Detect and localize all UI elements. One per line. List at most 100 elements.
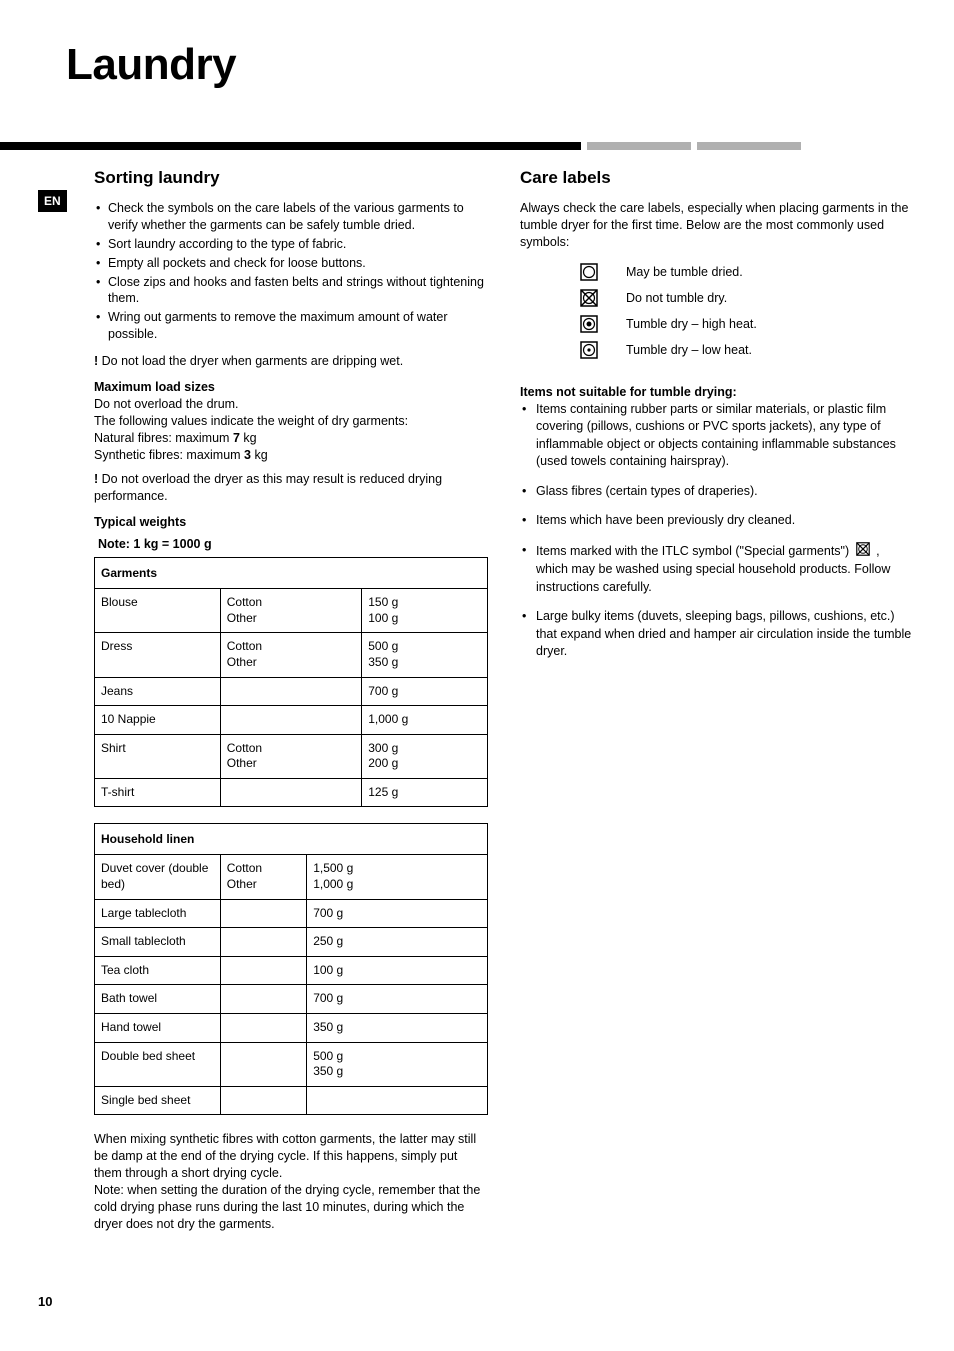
cell <box>220 928 306 957</box>
header-rule <box>0 142 954 150</box>
cell: Double bed sheet <box>95 1042 221 1086</box>
cell: Cotton Other <box>220 633 361 677</box>
tumble-dry-icon <box>580 263 598 281</box>
cell <box>220 985 306 1014</box>
symbol-row-high-heat: Tumble dry – high heat. <box>520 315 914 333</box>
table-header: Garments <box>95 558 488 589</box>
cell <box>307 1086 488 1115</box>
table-row: Jeans 700 g <box>95 677 488 706</box>
cell: Bath towel <box>95 985 221 1014</box>
list-item: Items containing rubber parts or similar… <box>520 401 914 471</box>
table-header: Household linen <box>95 824 488 855</box>
text: Natural fibres: maximum <box>94 431 233 445</box>
cell: 250 g <box>307 928 488 957</box>
table-row: Bath towel 700 g <box>95 985 488 1014</box>
warning-note: Do not overload the dryer as this may re… <box>94 471 488 505</box>
list-item: Sort laundry according to the type of fa… <box>94 236 488 253</box>
cell: T-shirt <box>95 778 221 807</box>
table-row: Duvet cover (double bed)Cotton Other1,50… <box>95 855 488 899</box>
table-row: 10 Nappie 1,000 g <box>95 706 488 735</box>
left-column: Sorting laundry Check the symbols on the… <box>94 168 488 1233</box>
cell <box>220 1042 306 1086</box>
sorting-heading: Sorting laundry <box>94 168 488 188</box>
table-row: Hand towel 350 g <box>95 1014 488 1043</box>
text: 3 <box>244 448 251 462</box>
table-row: Double bed sheet 500 g 350 g <box>95 1042 488 1086</box>
symbol-row-low-heat: Tumble dry – low heat. <box>520 341 914 359</box>
page-title: Laundry <box>0 0 954 90</box>
list-item: Glass fibres (certain types of draperies… <box>520 483 914 501</box>
table-row: Small tablecloth 250 g <box>95 928 488 957</box>
list-item: Check the symbols on the care labels of … <box>94 200 488 234</box>
symbol-label: Tumble dry – low heat. <box>626 343 752 357</box>
cell: Blouse <box>95 589 221 633</box>
weight-note: Note: 1 kg = 1000 g <box>98 537 488 551</box>
cell: 350 g <box>307 1014 488 1043</box>
cell <box>220 899 306 928</box>
cell: Jeans <box>95 677 221 706</box>
list-item: Items which have been previously dry cle… <box>520 512 914 530</box>
cell: 700 g <box>307 899 488 928</box>
list-item: Items marked with the ITLC symbol ("Spec… <box>520 542 914 597</box>
text: 7 <box>233 431 240 445</box>
unsuitable-heading: Items not suitable for tumble drying: <box>520 385 914 399</box>
cell: Duvet cover (double bed) <box>95 855 221 899</box>
tumble-dry-high-heat-icon <box>580 315 598 333</box>
text: Do not overload the drum. <box>94 397 239 411</box>
cell <box>220 778 361 807</box>
care-labels-heading: Care labels <box>520 168 914 188</box>
cell: Single bed sheet <box>95 1086 221 1115</box>
garments-table: Garments BlouseCotton Other150 g 100 g D… <box>94 557 488 807</box>
cell: Shirt <box>95 734 221 778</box>
tumble-dry-low-heat-icon <box>580 341 598 359</box>
symbol-row-tumble-dry: May be tumble dried. <box>520 263 914 281</box>
table-row: Tea cloth100 g <box>95 956 488 985</box>
cell <box>220 956 306 985</box>
cell: 700 g <box>307 985 488 1014</box>
right-column: Care labels Always check the care labels… <box>520 168 914 1233</box>
cell: 1,000 g <box>362 706 488 735</box>
list-item: Empty all pockets and check for loose bu… <box>94 255 488 272</box>
text: Items marked with the ITLC symbol ("Spec… <box>536 544 853 558</box>
cell: Dress <box>95 633 221 677</box>
typical-weights-heading: Typical weights <box>94 515 488 529</box>
symbol-label: Tumble dry – high heat. <box>626 317 757 331</box>
cell: Hand towel <box>95 1014 221 1043</box>
cell: Small tablecloth <box>95 928 221 957</box>
text: kg <box>240 431 257 445</box>
household-table: Household linen Duvet cover (double bed)… <box>94 823 488 1115</box>
cell <box>220 677 361 706</box>
itlc-symbol-icon <box>855 542 871 562</box>
text: kg <box>251 448 268 462</box>
cell: Large tablecloth <box>95 899 221 928</box>
cell: 700 g <box>362 677 488 706</box>
cell: Cotton Other <box>220 734 361 778</box>
cell <box>220 1086 306 1115</box>
table-row: ShirtCotton Other300 g 200 g <box>95 734 488 778</box>
unsuitable-list: Items containing rubber parts or similar… <box>520 401 914 661</box>
cell: Cotton Other <box>220 589 361 633</box>
language-badge: EN <box>38 190 67 212</box>
cell: 1,500 g 1,000 g <box>307 855 488 899</box>
cell: 500 g 350 g <box>307 1042 488 1086</box>
symbol-label: May be tumble dried. <box>626 265 743 279</box>
cell: 300 g 200 g <box>362 734 488 778</box>
text: Synthetic fibres: maximum <box>94 448 244 462</box>
table-row: Single bed sheet <box>95 1086 488 1115</box>
list-item: Wring out garments to remove the maximum… <box>94 309 488 343</box>
list-item: Large bulky items (duvets, sleeping bags… <box>520 608 914 661</box>
cell: 125 g <box>362 778 488 807</box>
max-load-text: Do not overload the drum. The following … <box>94 396 488 464</box>
page-number: 10 <box>38 1294 52 1309</box>
sorting-bullets: Check the symbols on the care labels of … <box>94 200 488 343</box>
text: The following values indicate the weight… <box>94 414 408 428</box>
cell <box>220 706 361 735</box>
table-row: DressCotton Other500 g 350 g <box>95 633 488 677</box>
cell: 10 Nappie <box>95 706 221 735</box>
cell: Tea cloth <box>95 956 221 985</box>
table-row: T-shirt 125 g <box>95 778 488 807</box>
mixing-note: When mixing synthetic fibres with cotton… <box>94 1131 488 1232</box>
table-row: BlouseCotton Other150 g 100 g <box>95 589 488 633</box>
no-tumble-dry-icon <box>580 289 598 307</box>
cell <box>220 1014 306 1043</box>
